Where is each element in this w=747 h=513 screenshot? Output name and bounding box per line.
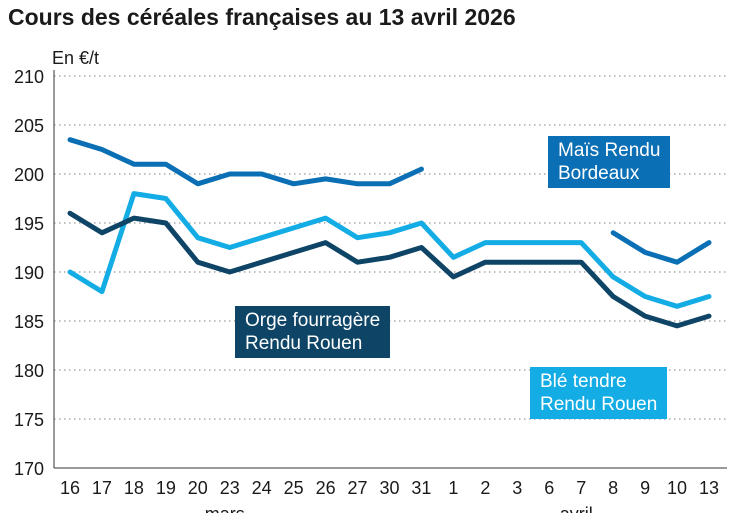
y-tick-label: 180	[14, 361, 44, 381]
label-line: Rendu Rouen	[245, 333, 363, 354]
y-tick-label: 195	[14, 214, 44, 234]
label-line: Rendu Rouen	[540, 394, 658, 415]
month-label: avril	[560, 504, 593, 513]
x-tick-label: 24	[252, 478, 272, 498]
series-line	[67, 210, 712, 329]
label-line: Maïs Rendu	[558, 140, 661, 161]
label-mais: Maïs Rendu Bordeaux	[548, 136, 671, 188]
x-tick-label: 16	[60, 478, 80, 498]
x-tick-label: 20	[188, 478, 208, 498]
x-tick-label: 6	[544, 478, 554, 498]
label-ble: Blé tendre Rendu Rouen	[530, 367, 668, 419]
series-line	[67, 137, 424, 187]
x-tick-label: 31	[411, 478, 431, 498]
chart-title: Cours des céréales françaises au 13 avri…	[8, 4, 516, 30]
y-tick-label: 200	[14, 165, 44, 185]
x-tick-label: 26	[316, 478, 336, 498]
x-tick-label: 10	[667, 478, 687, 498]
y-tick-label: 185	[14, 312, 44, 332]
x-tick-label: 9	[640, 478, 650, 498]
x-tick-label: 23	[220, 478, 240, 498]
y-tick-label: 175	[14, 410, 44, 430]
label-line: Bordeaux	[558, 163, 640, 184]
label-line: Blé tendre	[540, 371, 627, 392]
x-tick-label: 1	[448, 478, 458, 498]
y-tick-label: 210	[14, 67, 44, 87]
y-tick-label: 205	[14, 116, 44, 136]
x-tick-label: 13	[699, 478, 719, 498]
x-tick-label: 7	[576, 478, 586, 498]
y-axis-label: En €/t	[52, 48, 100, 68]
series-line	[67, 191, 712, 309]
x-tick-label: 30	[379, 478, 399, 498]
month-label: mars	[205, 504, 245, 513]
x-tick-label: 19	[156, 478, 176, 498]
x-tick-label: 17	[92, 478, 112, 498]
label-line: Orge fourragère	[245, 310, 381, 331]
x-tick-label: 3	[512, 478, 522, 498]
x-tick-label: 8	[608, 478, 618, 498]
x-tick-label: 18	[124, 478, 144, 498]
y-tick-label: 190	[14, 263, 44, 283]
x-tick-label: 27	[348, 478, 368, 498]
x-tick-label: 25	[284, 478, 304, 498]
series-line	[610, 230, 712, 265]
x-tick-label: 2	[480, 478, 490, 498]
y-tick-label: 170	[14, 459, 44, 479]
label-orge: Orge fourragère Rendu Rouen	[235, 306, 391, 358]
